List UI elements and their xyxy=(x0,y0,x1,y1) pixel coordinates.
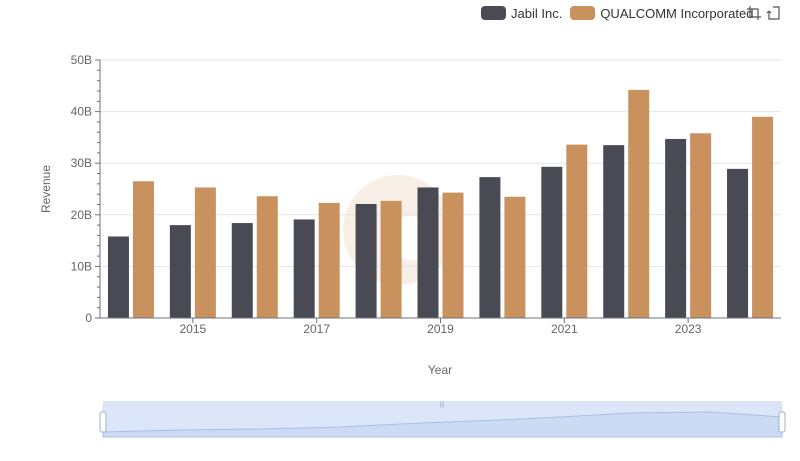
data-zoom-left-handle[interactable] xyxy=(99,411,107,433)
y-tick-label: 30B xyxy=(71,156,92,170)
legend-item-qualcomm[interactable]: QUALCOMM Incorporated xyxy=(570,6,753,21)
data-zoom-grip-icon[interactable]: ||| xyxy=(440,402,445,408)
bar-jabil-2020[interactable] xyxy=(479,177,501,318)
bar-jabil-2023[interactable] xyxy=(665,138,687,318)
bar-jabil-2016[interactable] xyxy=(231,223,253,318)
chart-toolbar xyxy=(746,5,786,21)
bar-qualcomm-2022[interactable] xyxy=(628,89,650,318)
x-tick-label: 2019 xyxy=(427,322,454,336)
y-axis-label: Revenue xyxy=(39,165,53,213)
bar-jabil-2024[interactable] xyxy=(727,168,749,318)
bars-group[interactable] xyxy=(107,89,774,318)
bar-qualcomm-2017[interactable] xyxy=(318,202,340,318)
legend-label-jabil: Jabil Inc. xyxy=(511,5,563,21)
x-tick-label: 2021 xyxy=(551,322,578,336)
y-axis-ticks: 0 10B 20B 30B 40B 50B xyxy=(71,53,100,325)
bar-jabil-2015[interactable] xyxy=(169,225,191,318)
legend-swatch-jabil xyxy=(481,6,506,20)
data-zoom-top-bar[interactable] xyxy=(103,401,782,407)
y-tick-label: 50B xyxy=(71,53,92,67)
legend-item-jabil[interactable]: Jabil Inc. xyxy=(481,6,562,21)
bar-jabil-2022[interactable] xyxy=(603,145,625,318)
y-tick-label: 20B xyxy=(71,208,92,222)
bar-qualcomm-2023[interactable] xyxy=(690,133,712,318)
bar-jabil-2018[interactable] xyxy=(355,203,377,318)
bar-jabil-2014[interactable] xyxy=(107,236,129,318)
bar-qualcomm-2019[interactable] xyxy=(442,192,464,318)
bar-qualcomm-2015[interactable] xyxy=(194,187,216,318)
x-tick-label: 2017 xyxy=(303,322,330,336)
bar-qualcomm-2018[interactable] xyxy=(380,200,402,318)
bar-qualcomm-2024[interactable] xyxy=(752,116,774,318)
data-zoom-slider[interactable]: ||| xyxy=(99,401,786,438)
restore-icon[interactable] xyxy=(766,5,782,21)
bar-jabil-2017[interactable] xyxy=(293,219,315,318)
x-axis-label: Year xyxy=(428,363,452,377)
data-zoom-icon[interactable] xyxy=(746,5,762,21)
y-tick-label: 10B xyxy=(71,259,92,273)
legend-label-qualcomm: QUALCOMM Incorporated xyxy=(600,5,754,21)
x-axis-ticks: 2015 2017 2019 2021 2023 xyxy=(180,318,702,336)
legend-swatch-qualcomm xyxy=(570,6,596,20)
data-zoom-preview-area xyxy=(102,411,783,438)
bar-qualcomm-2016[interactable] xyxy=(256,196,278,318)
bar-qualcomm-2021[interactable] xyxy=(566,144,588,318)
bar-qualcomm-2014[interactable] xyxy=(132,181,154,318)
bar-jabil-2019[interactable] xyxy=(417,187,439,318)
y-tick-label: 0 xyxy=(85,311,92,325)
legend: Jabil Inc. QUALCOMM Incorporated xyxy=(481,4,761,22)
bar-qualcomm-2020[interactable] xyxy=(504,196,526,318)
y-tick-label: 40B xyxy=(71,105,92,119)
x-tick-label: 2015 xyxy=(180,322,207,336)
data-zoom-right-handle[interactable] xyxy=(778,411,786,433)
x-tick-label: 2023 xyxy=(675,322,702,336)
bar-jabil-2021[interactable] xyxy=(541,166,563,318)
